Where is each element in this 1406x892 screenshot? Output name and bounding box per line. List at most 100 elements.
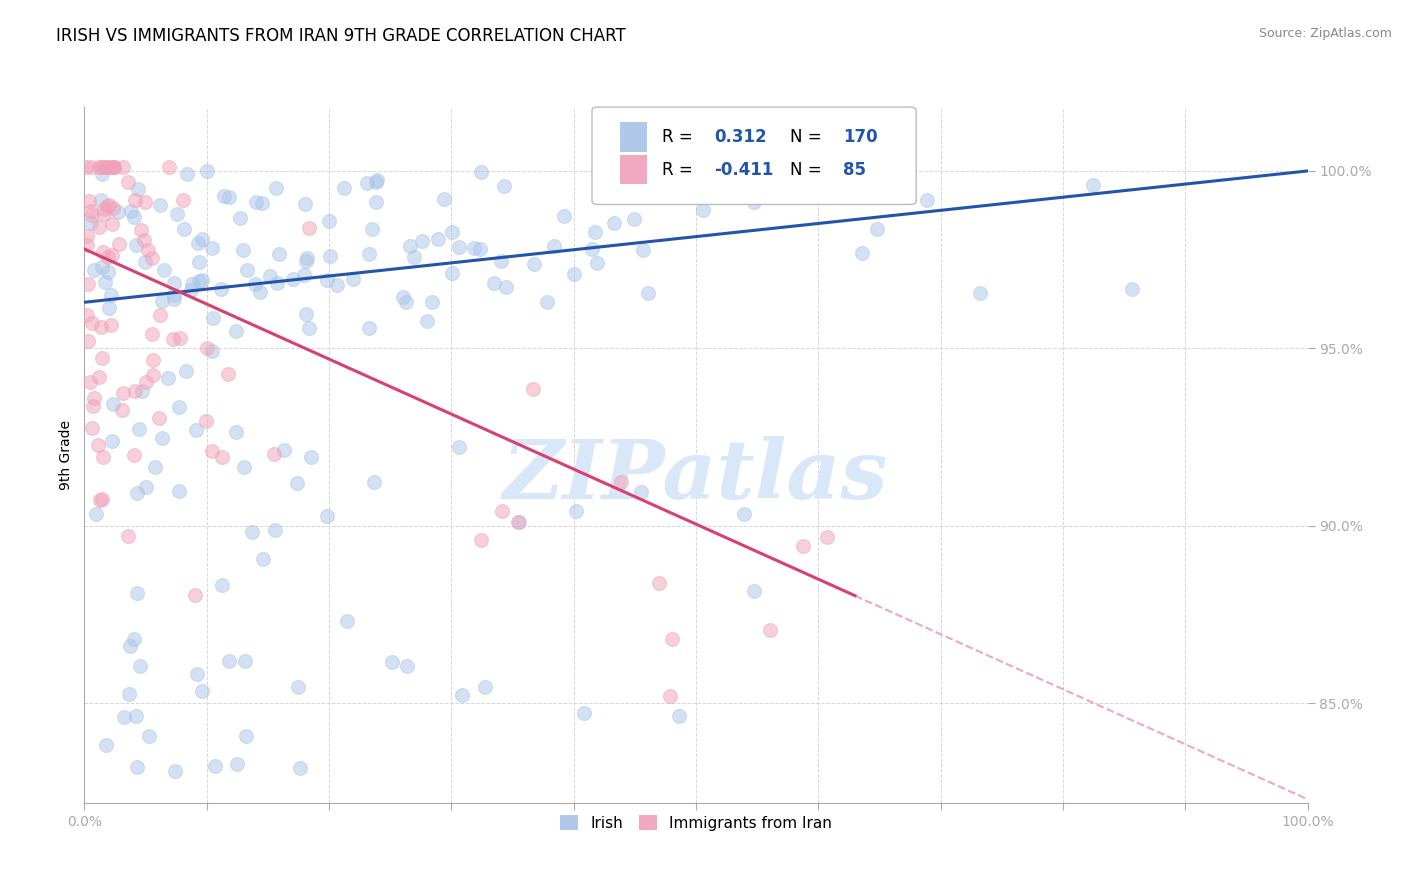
Point: [440, 225, 463, 239]
Point: [98, 198, 121, 212]
Point: [187, 235, 209, 250]
Point: [96, 199, 118, 213]
Point: [422, 294, 444, 309]
Point: [416, 314, 439, 328]
Point: [200, 443, 222, 458]
Point: [359, 321, 381, 335]
Point: [176, 167, 198, 181]
Point: [172, 194, 194, 208]
Point: [120, 203, 142, 218]
Point: [366, 175, 388, 189]
Point: [87, 438, 110, 452]
Point: [267, 247, 290, 261]
Point: [326, 278, 349, 293]
Point: [447, 440, 470, 454]
Point: [491, 504, 513, 518]
Point: [264, 180, 287, 194]
Y-axis label: 9th Grade: 9th Grade: [59, 420, 73, 490]
Point: [148, 411, 170, 425]
Point: [163, 764, 186, 778]
Point: [536, 294, 558, 309]
Point: [82, 399, 104, 413]
Point: [342, 272, 364, 286]
Point: [90, 167, 112, 181]
Point: [204, 759, 226, 773]
Point: [93, 207, 115, 221]
Point: [84, 508, 107, 522]
Point: [163, 292, 186, 306]
Point: [89, 370, 111, 384]
Point: [232, 243, 254, 257]
Point: [112, 161, 135, 175]
Point: [333, 181, 356, 195]
Point: [96, 161, 118, 175]
Point: [94, 161, 117, 175]
Point: [364, 194, 387, 209]
Point: [197, 164, 219, 178]
Point: [80, 316, 103, 330]
Point: [181, 277, 204, 291]
Point: [294, 307, 316, 321]
Point: [592, 165, 614, 179]
Point: [235, 654, 257, 668]
Point: [93, 161, 115, 175]
Point: [180, 283, 202, 297]
Point: [637, 285, 659, 300]
Point: [97, 250, 120, 264]
Point: [169, 331, 191, 345]
Point: [470, 533, 492, 547]
Point: [1081, 178, 1104, 193]
Point: [100, 288, 122, 302]
Point: [581, 242, 603, 256]
Point: [564, 268, 586, 282]
Point: [201, 242, 224, 256]
Point: [90, 260, 112, 275]
Point: [94, 739, 117, 753]
Point: [101, 201, 124, 215]
Point: [236, 263, 259, 277]
Point: [174, 364, 197, 378]
Point: [197, 341, 219, 355]
Point: [264, 523, 287, 537]
Point: [427, 231, 450, 245]
Point: [188, 255, 211, 269]
Point: [585, 225, 607, 239]
Point: [97, 265, 120, 279]
Point: [233, 459, 256, 474]
Point: [733, 507, 755, 521]
Point: [318, 213, 340, 227]
Point: [153, 262, 176, 277]
Point: [183, 588, 205, 602]
Point: [523, 257, 546, 271]
Point: [127, 486, 149, 500]
Point: [122, 632, 145, 646]
Point: [76, 228, 98, 243]
Point: [692, 202, 714, 217]
Point: [149, 198, 172, 212]
Point: [143, 459, 166, 474]
Text: IRISH VS IMMIGRANTS FROM IRAN 9TH GRADE CORRELATION CHART: IRISH VS IMMIGRANTS FROM IRAN 9TH GRADE …: [56, 27, 626, 45]
Point: [91, 491, 114, 506]
Point: [191, 683, 214, 698]
Point: [969, 286, 991, 301]
Point: [655, 170, 678, 185]
Text: R =: R =: [662, 128, 697, 146]
Point: [76, 237, 98, 252]
FancyBboxPatch shape: [620, 122, 647, 152]
Point: [157, 161, 180, 175]
Text: 85: 85: [842, 161, 866, 178]
Point: [76, 277, 98, 292]
Point: [866, 222, 889, 236]
Point: [184, 423, 207, 437]
Point: [103, 161, 125, 175]
Point: [169, 400, 191, 414]
Point: [89, 492, 111, 507]
Point: [245, 195, 267, 210]
Point: [366, 173, 388, 187]
Point: [658, 689, 681, 703]
Point: [292, 268, 315, 283]
Point: [150, 293, 173, 308]
Point: [141, 326, 163, 341]
Point: [630, 485, 652, 500]
Point: [287, 680, 309, 694]
